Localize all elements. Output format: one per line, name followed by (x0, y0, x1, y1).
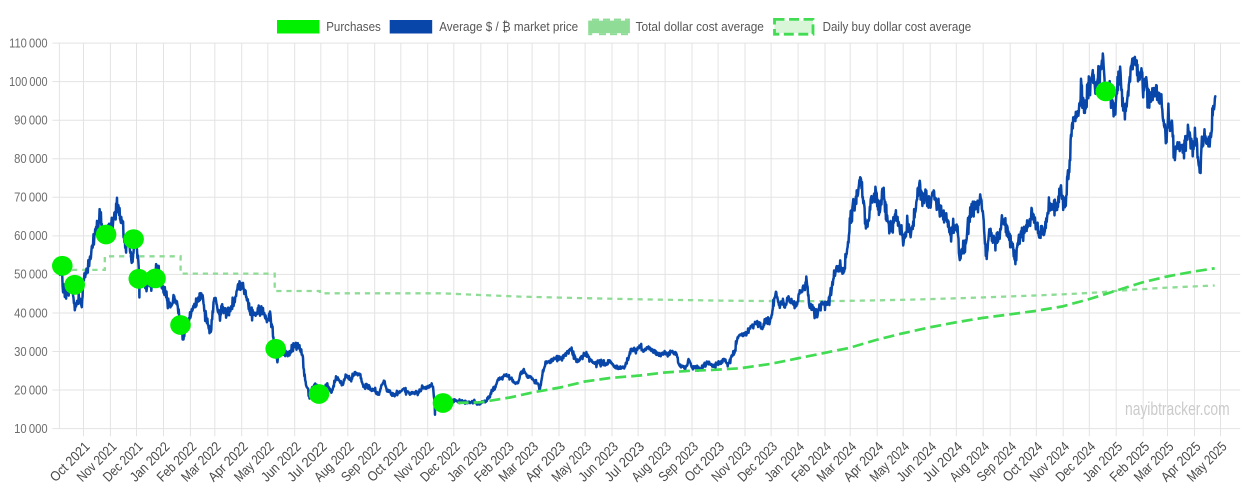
svg-text:80 000: 80 000 (14, 152, 48, 166)
svg-text:90 000: 90 000 (14, 114, 48, 128)
svg-text:50 000: 50 000 (14, 268, 48, 282)
svg-text:70 000: 70 000 (14, 191, 48, 205)
svg-text:40 000: 40 000 (14, 306, 48, 320)
svg-text:Average $ / ₿ market price: Average $ / ₿ market price (439, 20, 578, 34)
svg-text:100 000: 100 000 (9, 75, 48, 89)
svg-text:110 000: 110 000 (9, 36, 48, 50)
svg-text:nayibtracker.com: nayibtracker.com (1125, 398, 1230, 419)
svg-text:10 000: 10 000 (14, 422, 48, 436)
svg-text:Purchases: Purchases (326, 20, 381, 34)
svg-text:30 000: 30 000 (14, 345, 48, 359)
svg-text:60 000: 60 000 (14, 229, 48, 243)
svg-text:Daily buy dollar cost average: Daily buy dollar cost average (823, 20, 972, 34)
svg-text:20 000: 20 000 (14, 383, 48, 397)
svg-text:Total dollar cost average: Total dollar cost average (636, 20, 764, 34)
